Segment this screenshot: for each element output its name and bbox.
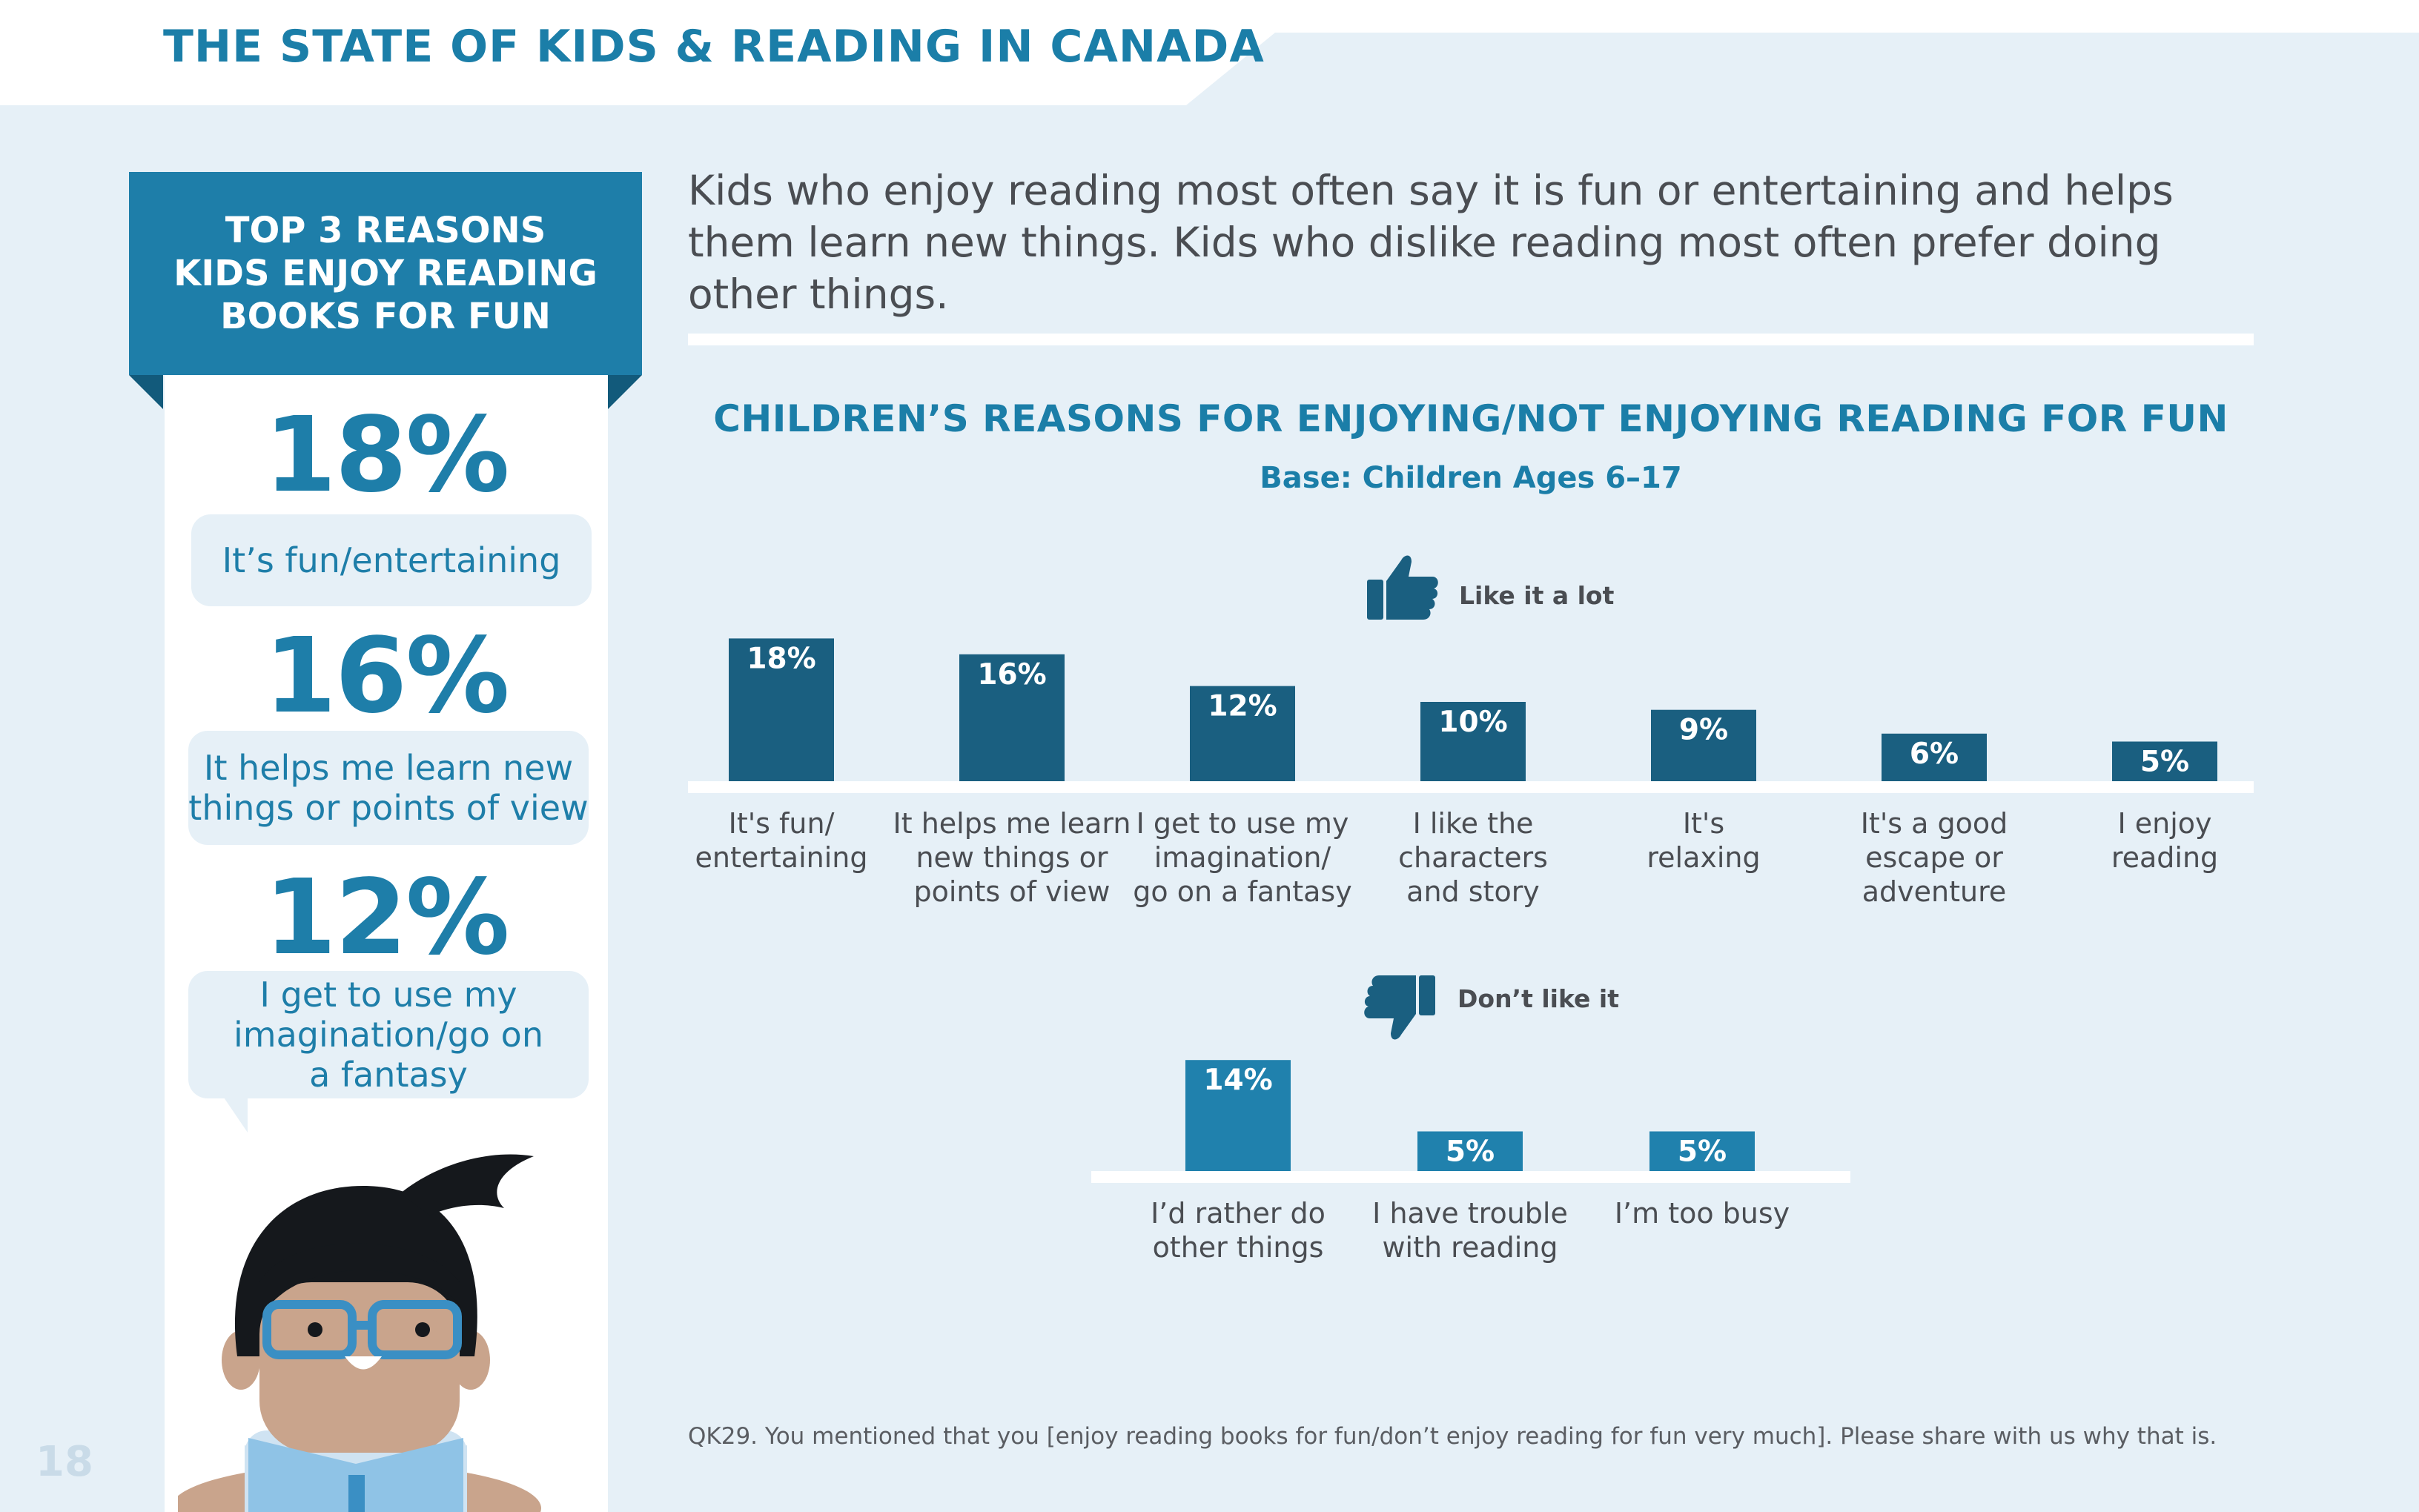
banner-line: BOOKS FOR FUN (220, 296, 551, 337)
bar-value-label: 14% (1203, 1064, 1272, 1097)
kid-reading-illustration (178, 1154, 541, 1512)
top-reason-2-percent: 16% (264, 616, 509, 737)
speech-bubble-tail (222, 1095, 248, 1133)
sidebar-banner (129, 172, 642, 375)
bar-value-label: 5% (1446, 1135, 1495, 1169)
category-label: I get to use my (1136, 807, 1349, 840)
category-label: It helps me learn (893, 807, 1131, 840)
bar-value-label: 6% (1910, 737, 1959, 771)
top-reason-3-label-line: imagination/go on (234, 1015, 543, 1055)
bar-value-label: 12% (1208, 690, 1277, 723)
top-reason-3-label-line: a fantasy (309, 1055, 468, 1095)
category-label: escape or (1865, 841, 2003, 874)
top-reason-3-bubble: I get to use my imagination/go on a fant… (188, 971, 589, 1098)
chart-baseline (688, 781, 2254, 793)
thumbs-down-icon (1364, 975, 1435, 1040)
category-label: relaxing (1647, 841, 1760, 874)
bar (2112, 741, 2217, 781)
footnote: QK29. You mentioned that you [enjoy read… (688, 1423, 2217, 1450)
category-label: adventure (1862, 875, 2007, 908)
bar-value-label: 10% (1438, 706, 1507, 739)
bar (1651, 709, 1756, 781)
category-label: It's (1683, 807, 1724, 840)
banner-fold-right (608, 375, 642, 409)
bar (729, 638, 834, 781)
top-reason-2-bubble: It helps me learn new things or points o… (188, 731, 589, 845)
category-label: It's a good (1861, 807, 2008, 840)
top-reason-1-percent: 18% (264, 395, 509, 516)
bar-value-label: 16% (977, 658, 1046, 692)
bar (959, 654, 1065, 781)
top-reason-3-percent: 12% (264, 858, 509, 978)
category-label: I like the (1413, 807, 1534, 840)
category-label: I’d rather do (1151, 1197, 1326, 1230)
bar-value-label: 18% (747, 642, 815, 675)
category-label: I’m too busy (1615, 1197, 1790, 1230)
bar-value-label: 9% (1679, 714, 1728, 747)
bar (1420, 702, 1526, 781)
headline-text: Kids who enjoy reading most often say it… (688, 167, 2174, 318)
category-label: new things or (916, 841, 1108, 874)
category-label: I enjoy (2117, 807, 2211, 840)
banner-line: TOP 3 REASONS (225, 210, 546, 251)
category-label: characters (1398, 841, 1548, 874)
legend-dislike-label: Don’t like it (1457, 984, 1619, 1013)
top-reason-2-label-line: things or points of view (188, 788, 589, 828)
chart-baseline (1091, 1171, 1850, 1183)
section-divider (688, 334, 2254, 345)
legend-like-label: Like it a lot (1459, 581, 1615, 610)
bar (1882, 733, 1987, 781)
bar (1190, 686, 1295, 781)
category-label: I have trouble (1372, 1197, 1568, 1230)
sidebar-banner-title: TOP 3 REASONS KIDS ENJOY READING BOOKS F… (129, 209, 642, 338)
category-label: go on a fantasy (1133, 875, 1351, 908)
bar-value-label: 5% (2140, 746, 2189, 779)
chart-title: CHILDREN’S REASONS FOR ENJOYING/NOT ENJO… (713, 397, 2228, 440)
top-reason-2-label-line: It helps me learn new (203, 748, 574, 788)
top-reason-3-label-line: I get to use my (259, 975, 517, 1015)
thumbs-up-icon (1367, 555, 1438, 620)
category-label: imagination/ (1154, 841, 1331, 874)
banner-line: KIDS ENJOY READING (173, 253, 598, 294)
bar (1417, 1131, 1523, 1171)
page-number: 18 (36, 1438, 93, 1486)
category-label: reading (2111, 841, 2218, 874)
top-reason-1-bubble: It’s fun/entertaining (191, 514, 592, 606)
page-header-title: THE STATE OF KIDS & READING IN CANADA (163, 21, 1265, 73)
top-reason-1-label: It’s fun/entertaining (222, 540, 561, 580)
category-label: with reading (1382, 1231, 1558, 1264)
banner-fold-left (129, 375, 163, 409)
bar (1649, 1131, 1755, 1171)
category-label: entertaining (695, 841, 868, 874)
category-label: other things (1153, 1231, 1324, 1264)
category-label: and story (1406, 875, 1540, 908)
chart-subtitle: Base: Children Ages 6–17 (1260, 461, 1682, 495)
bar-value-label: 5% (1678, 1135, 1727, 1169)
category-label: It's fun/ (729, 807, 835, 840)
category-label: points of view (914, 875, 1111, 908)
bar (1185, 1060, 1291, 1171)
